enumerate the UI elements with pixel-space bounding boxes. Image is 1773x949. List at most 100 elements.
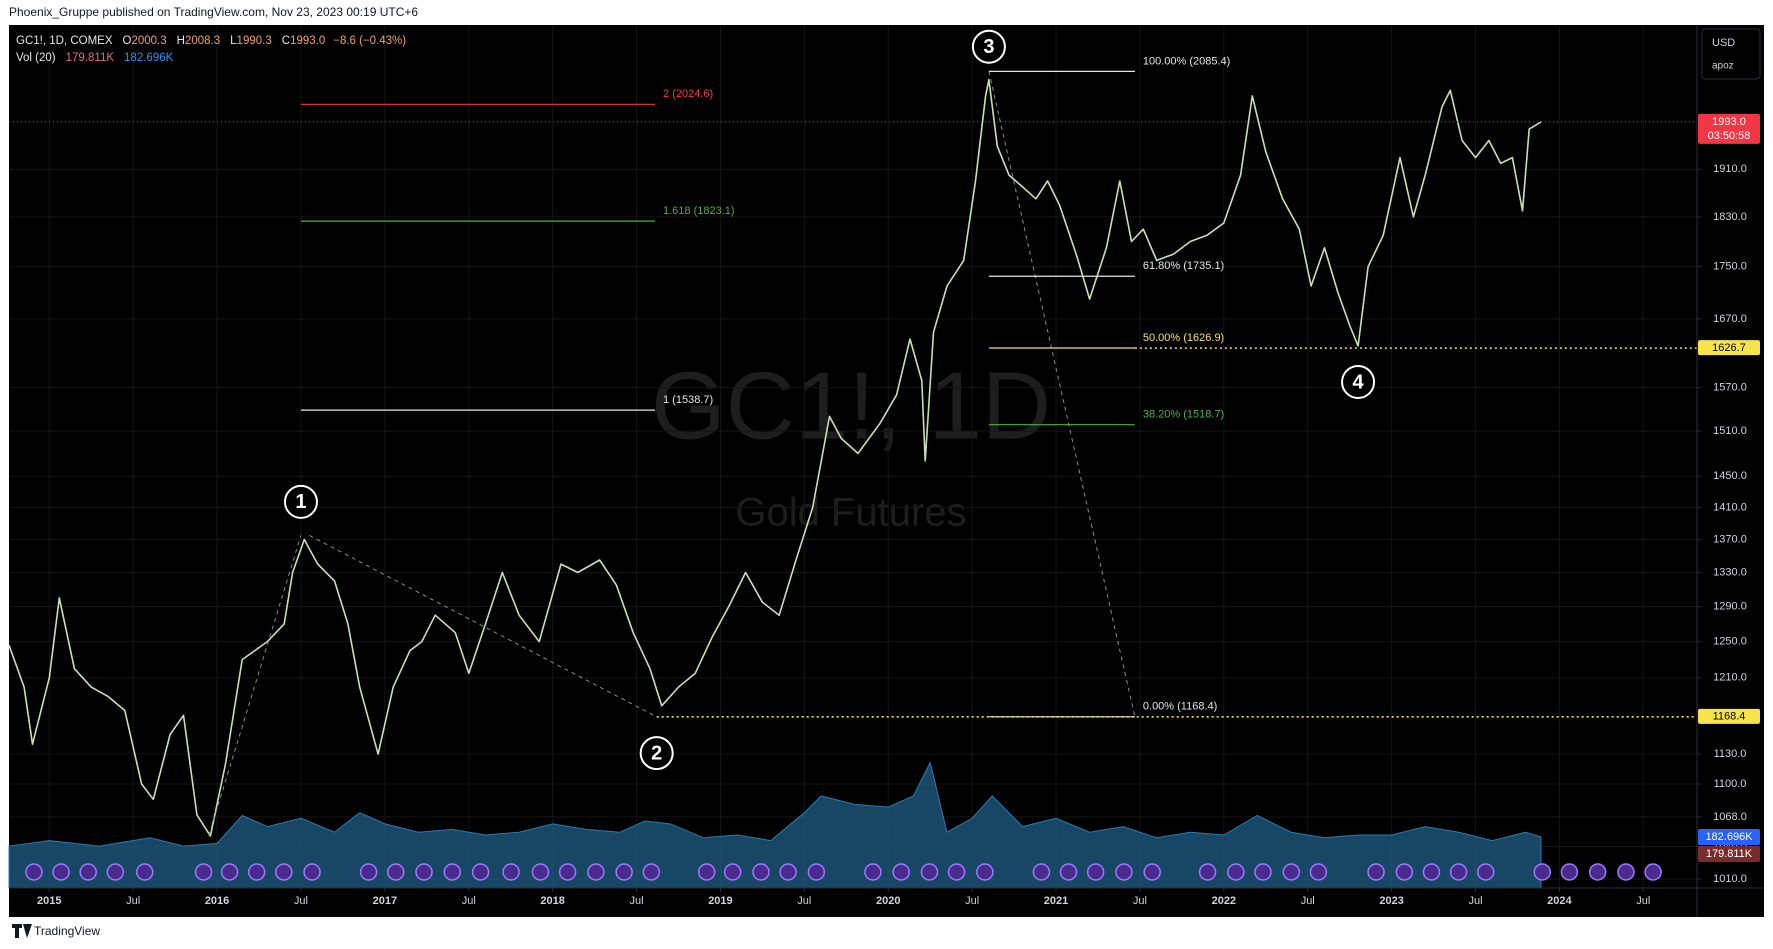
- x-tick-label: 2021: [1044, 895, 1068, 907]
- legend-ohlc-value: 2000.3: [131, 35, 166, 47]
- x-tick-label: 2024: [1547, 895, 1572, 907]
- scale-mode[interactable]: apoz: [1712, 61, 1734, 72]
- event-marker: [947, 863, 966, 881]
- price-badge-label: 1993.0: [1712, 116, 1746, 128]
- event-marker: [359, 863, 378, 881]
- legend-volume-value: 179.811K: [66, 52, 115, 64]
- volume-ma-badge: [1698, 829, 1760, 846]
- event-marker: [1533, 863, 1552, 881]
- event-marker: [52, 863, 70, 881]
- x-tick-label: 2015: [37, 895, 61, 907]
- event-marker: [1254, 863, 1272, 881]
- fib-label: 2 (2024.6): [663, 88, 713, 100]
- event-marker: [220, 863, 239, 881]
- x-tick-label: 2020: [876, 895, 900, 907]
- x-tick-label: Jul: [1468, 895, 1482, 907]
- x-tick-label: Jul: [965, 895, 979, 907]
- event-marker: [615, 863, 633, 881]
- fib-label: 50.00% (1626.9): [1143, 332, 1224, 344]
- volume-ma-badge-label: 182.696K: [1705, 831, 1753, 843]
- event-marker: [892, 863, 910, 881]
- event-marker: [1143, 863, 1161, 881]
- fib-label: 38.20% (1518.7): [1143, 409, 1224, 421]
- legend-symbol: GC1!, 1D, COMEX: [16, 35, 113, 47]
- event-marker: [1227, 863, 1245, 881]
- event-marker: [1644, 863, 1662, 881]
- x-tick-label: Jul: [462, 895, 476, 907]
- y-tick-label: 1290.0: [1713, 600, 1747, 612]
- event-marker: [415, 863, 433, 881]
- x-tick-label: Jul: [126, 895, 140, 907]
- price-badge-label: 1626.7: [1712, 342, 1746, 354]
- event-marker: [697, 863, 716, 881]
- event-marker: [587, 863, 605, 881]
- event-marker: [386, 863, 405, 881]
- event-marker: [135, 863, 154, 881]
- wave-circle: [639, 736, 674, 771]
- trend-line: [309, 534, 657, 718]
- y-tick-label: 1330.0: [1713, 566, 1747, 578]
- event-marker: [1422, 863, 1441, 881]
- volume-badge: [1698, 846, 1760, 863]
- event-marker: [864, 863, 882, 881]
- event-marker: [1059, 863, 1078, 881]
- y-tick-label: 1450.0: [1713, 470, 1747, 482]
- fib-label: 61.80% (1735.1): [1143, 260, 1224, 272]
- legend-ohlc-key: O: [123, 35, 132, 47]
- x-tick-label: 2022: [1212, 895, 1236, 907]
- x-tick-label: Jul: [630, 895, 644, 907]
- chart-background: [9, 25, 1764, 917]
- y-tick-label: 1670.0: [1713, 313, 1747, 325]
- wave-label: 2: [651, 742, 662, 764]
- volume-badge-label: 179.811K: [1706, 848, 1753, 860]
- legend-ohlc-key: C: [282, 35, 290, 47]
- legend-ohlc-value: 1990.3: [237, 35, 272, 47]
- currency-box[interactable]: [1701, 28, 1761, 80]
- trend-line: [988, 71, 1136, 717]
- legend-volume: Vol (20) 179.811K 182.696K: [16, 52, 174, 64]
- wave-circle: [971, 29, 1006, 64]
- legend-ohlc-value: 1993.0: [290, 35, 325, 47]
- legend-change: −8.6 (−0.43%): [333, 35, 406, 47]
- y-tick-label: 1250.0: [1713, 636, 1747, 648]
- event-marker: [1282, 863, 1301, 881]
- event-marker: [1367, 863, 1385, 881]
- event-marker: [920, 863, 939, 881]
- event-marker: [106, 863, 125, 881]
- event-marker: [79, 863, 97, 881]
- event-marker: [1560, 863, 1579, 881]
- legend-ohlc-key: H: [177, 35, 185, 47]
- event-marker: [471, 863, 490, 881]
- event-marker: [303, 863, 321, 881]
- legend-volume-name: Vol (20): [16, 52, 56, 64]
- fib-label: 0.00% (1168.4): [1143, 701, 1217, 713]
- event-marker: [1115, 863, 1133, 881]
- y-tick-label: 1510.0: [1713, 425, 1747, 437]
- y-tick-label: 1410.0: [1713, 501, 1747, 513]
- wave-circle: [283, 484, 318, 519]
- legend-ohlc-value: 2008.3: [185, 35, 220, 47]
- x-tick-label: 2019: [708, 895, 732, 907]
- price-countdown: 03:50:58: [1708, 130, 1751, 142]
- event-marker: [1476, 863, 1495, 881]
- event-marker: [723, 863, 742, 881]
- event-marker: [1086, 863, 1105, 881]
- event-marker: [1395, 863, 1414, 881]
- price-badge: [1698, 708, 1760, 724]
- wave-label: 1: [295, 491, 306, 513]
- y-tick-label: 1750.0: [1713, 261, 1747, 273]
- x-tick-label: Jul: [1301, 895, 1315, 907]
- y-tick-label: 1370.0: [1713, 533, 1747, 545]
- y-tick-label: 1210.0: [1713, 672, 1747, 684]
- currency[interactable]: USD: [1712, 37, 1735, 49]
- footer-brand: TradingView: [34, 924, 100, 938]
- event-marker: [502, 863, 520, 881]
- x-tick-label: Jul: [797, 895, 811, 907]
- x-tick-label: Jul: [294, 895, 308, 907]
- watermark: GC1!, 1D: [651, 352, 1051, 459]
- plot: 2 (2024.6) 1.618 (1823.1) 1 (1538.7) 100.00…: [8, 29, 1760, 889]
- event-marker: [752, 863, 770, 881]
- y-tick-label: 1830.0: [1713, 211, 1747, 223]
- fib-label: 1.618 (1823.1): [663, 205, 735, 217]
